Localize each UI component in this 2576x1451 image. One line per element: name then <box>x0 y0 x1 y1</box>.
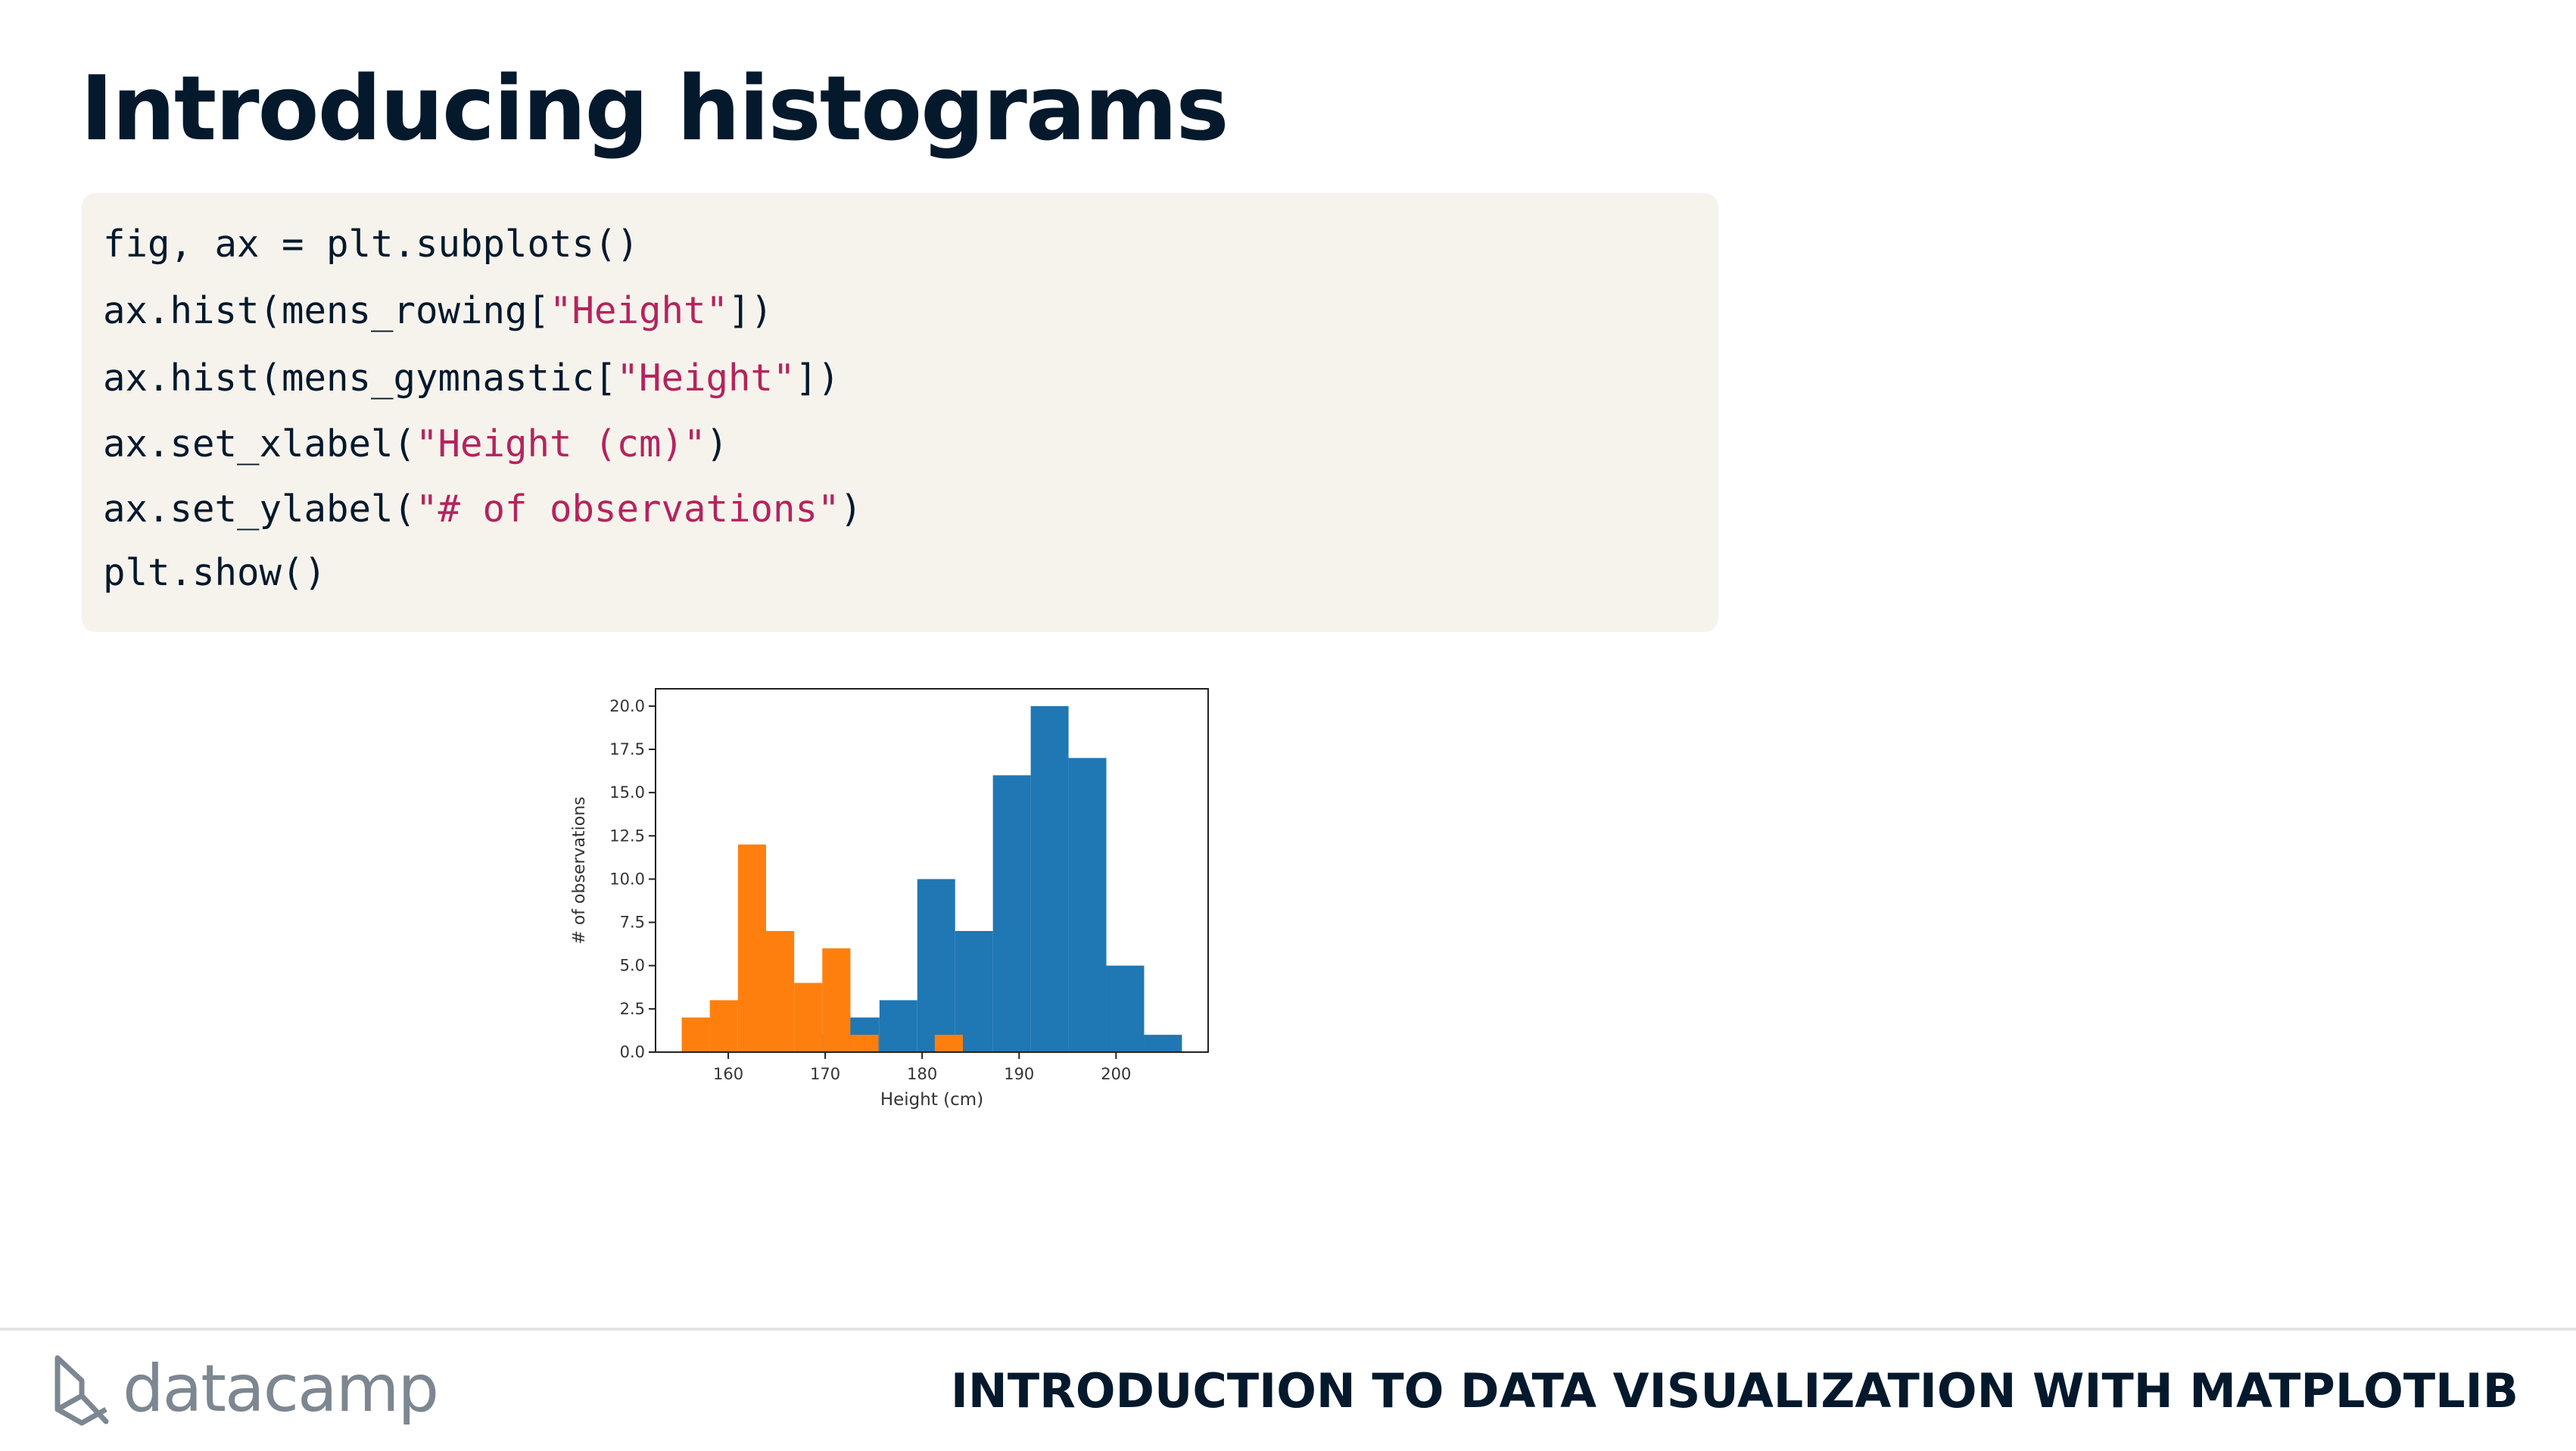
code-string: "Height" <box>616 357 796 400</box>
code-token: ax.hist(mens_rowing[ <box>103 289 550 332</box>
code-line: ax.set_xlabel("Height (cm)") <box>103 422 728 467</box>
code-string: "# of observations" <box>416 487 840 531</box>
code-token: fig, ax = plt.subplots() <box>103 223 640 266</box>
histogram-bar <box>917 879 955 1052</box>
x-tick-label: 200 <box>1101 1065 1131 1083</box>
y-tick-label: 7.5 <box>620 914 645 932</box>
x-tick-label: 180 <box>907 1065 937 1083</box>
x-tick-label: 190 <box>1004 1065 1034 1083</box>
histogram-bar <box>1030 705 1069 1052</box>
x-axis-label: Height (cm) <box>880 1090 983 1110</box>
code-token: ]) <box>728 289 774 332</box>
histogram-bar <box>934 1035 963 1052</box>
histogram-bar <box>955 931 993 1052</box>
histogram-bar <box>879 1000 917 1052</box>
histogram-bar <box>737 844 766 1052</box>
code-line: ax.set_ylabel("# of observations") <box>103 487 862 532</box>
histogram-bar <box>822 948 851 1052</box>
code-line: plt.show() <box>103 550 326 596</box>
histogram-bar <box>1106 965 1145 1052</box>
y-tick-label: 2.5 <box>620 1000 645 1018</box>
code-token: ) <box>706 422 729 466</box>
datacamp-logo-icon <box>55 1355 109 1426</box>
y-tick-label: 12.5 <box>609 827 645 845</box>
y-axis-label: # of observations <box>570 796 589 944</box>
y-tick-label: 20.0 <box>609 697 645 715</box>
code-token: ax.hist(mens_gymnastic[ <box>103 357 617 400</box>
course-title: INTRODUCTION TO DATA VISUALIZATION WITH … <box>950 1363 2518 1418</box>
histogram-bar <box>992 775 1031 1052</box>
plot-frame <box>655 688 1209 1053</box>
brand-name: datacamp <box>123 1351 439 1427</box>
histogram-series-1 <box>805 705 1182 1052</box>
histogram-bar <box>850 1035 879 1052</box>
code-string: "Height (cm)" <box>416 422 706 466</box>
code-token: ax.set_xlabel( <box>103 422 416 466</box>
code-token: ]) <box>795 357 840 400</box>
y-tick-label: 10.0 <box>609 870 645 888</box>
code-line: ax.hist(mens_gymnastic["Height"]) <box>103 356 840 401</box>
code-token: ) <box>839 487 863 531</box>
code-token: plt.show() <box>103 551 327 594</box>
histogram-series-2 <box>681 844 963 1052</box>
histogram-bar <box>709 1000 738 1052</box>
histogram-bar <box>1068 758 1107 1052</box>
y-tick-label: 5.0 <box>620 957 645 975</box>
y-tick-label: 15.0 <box>609 783 645 802</box>
histogram-bar <box>794 982 823 1052</box>
x-tick-label: 160 <box>713 1065 743 1083</box>
histogram-bar <box>766 931 795 1052</box>
slide-title: Introducing histograms <box>80 56 1229 160</box>
x-tick-label: 170 <box>810 1065 840 1083</box>
histogram-bar <box>1144 1035 1182 1052</box>
footer-divider <box>0 1328 2576 1331</box>
histogram-chart: 160 170 180 190 200 0.0 2.5 5.0 7.5 10.0 12.5 15.0 1… <box>570 688 1209 1110</box>
code-line: fig, ax = plt.subplots() <box>103 222 639 267</box>
y-tick-label: 0.0 <box>620 1043 645 1061</box>
code-block: fig, ax = plt.subplots() ax.hist(mens_row… <box>82 193 1718 632</box>
datacamp-logo[interactable]: datacamp <box>51 1347 445 1431</box>
y-tick-label: 17.5 <box>609 740 645 758</box>
histogram-bar <box>681 1017 710 1052</box>
code-token: ax.set_ylabel( <box>103 487 416 531</box>
code-line: ax.hist(mens_rowing["Height"]) <box>103 288 773 334</box>
code-string: "Height" <box>550 289 729 332</box>
